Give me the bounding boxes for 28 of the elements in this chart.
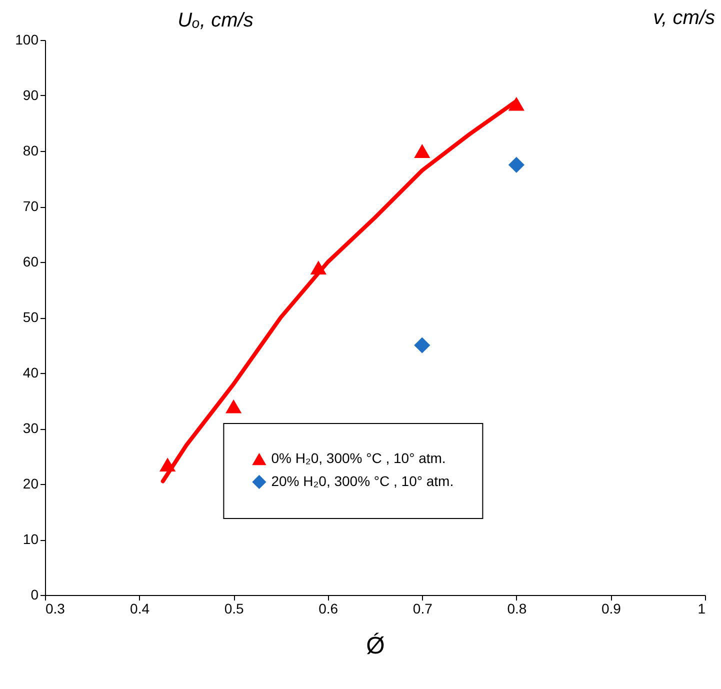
x-tick-label: 1: [698, 600, 706, 616]
point: [508, 156, 524, 173]
y-tick-label: 50: [22, 309, 39, 325]
x-tick-label: 0.4: [130, 600, 150, 616]
y-tick-label: 100: [15, 32, 39, 48]
legend-label: 20% H₂0, 300% °C , 10° atm.: [271, 472, 454, 489]
x-tick-label: 0.7: [412, 600, 433, 616]
y-tick-label: 20: [22, 476, 39, 492]
x-tick-label: 0.5: [224, 600, 244, 616]
x-tick-label: 0.6: [318, 600, 338, 616]
point: [414, 144, 430, 158]
x-tick-label: 0.3: [46, 600, 66, 616]
y-tick-label: 70: [22, 198, 39, 214]
legend-label: 0% H₂0, 300% °C , 10° atm.: [271, 450, 446, 466]
y-axis-title: Uₒ, cm/s: [178, 10, 254, 32]
y-tick-label: 80: [22, 142, 39, 158]
y-tick-label: 90: [22, 87, 39, 103]
y-tick-label: 30: [22, 420, 39, 436]
point: [226, 399, 242, 414]
y-tick-label: 0: [30, 586, 39, 602]
y-tick-label: 60: [22, 254, 39, 270]
x-axis-title: Ǿ: [366, 632, 385, 660]
y-tick-label: 10: [22, 531, 39, 547]
text: v, cm/s: [653, 7, 715, 29]
x-tick-label: 0.9: [601, 600, 622, 616]
point: [414, 337, 430, 354]
x-tick-label: 0.8: [507, 600, 527, 616]
y-tick-label: 40: [22, 364, 39, 380]
